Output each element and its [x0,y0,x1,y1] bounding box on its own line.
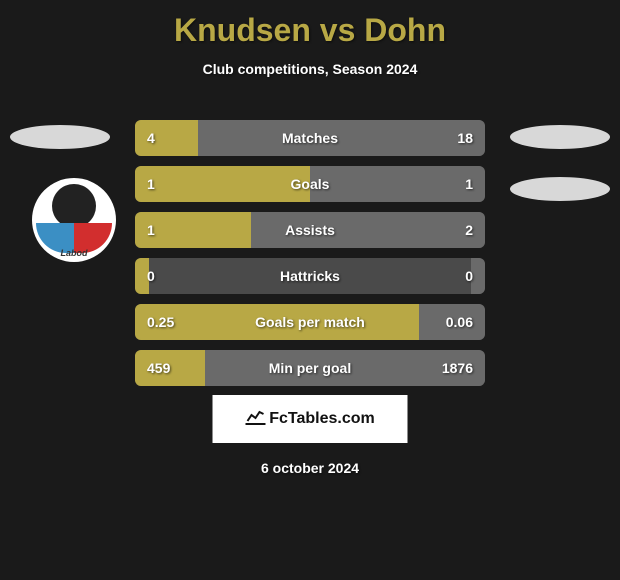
stats-container: 4 Matches 18 1 Goals 1 1 Assists 2 0 Hat… [135,120,485,396]
branding-badge: FcTables.com [213,395,408,443]
soccer-ball-icon [52,184,96,228]
stat-label: Goals [135,176,485,192]
date-text: 6 october 2024 [0,460,620,476]
chart-icon [245,409,265,430]
subtitle: Club competitions, Season 2024 [0,61,620,77]
player-right-placeholder-2 [510,177,610,201]
branding-text: FcTables.com [269,410,375,428]
stat-label: Matches [135,130,485,146]
stat-row-goals-per-match: 0.25 Goals per match 0.06 [135,304,485,340]
stat-value-right: 2 [465,222,473,238]
stat-value-right: 0.06 [446,314,473,330]
club-logo: Labod [32,178,116,262]
stat-row-matches: 4 Matches 18 [135,120,485,156]
logo-text: Labod [32,248,116,258]
stat-row-hattricks: 0 Hattricks 0 [135,258,485,294]
page-title: Knudsen vs Dohn [0,0,620,49]
stat-label: Assists [135,222,485,238]
stat-label: Goals per match [135,314,485,330]
stat-value-right: 1876 [442,360,473,376]
stat-row-assists: 1 Assists 2 [135,212,485,248]
stat-label: Min per goal [135,360,485,376]
stat-value-right: 18 [457,130,473,146]
stat-row-goals: 1 Goals 1 [135,166,485,202]
player-left-placeholder [10,125,110,149]
stat-value-right: 1 [465,176,473,192]
stat-value-right: 0 [465,268,473,284]
stat-label: Hattricks [135,268,485,284]
stat-row-min-per-goal: 459 Min per goal 1876 [135,350,485,386]
club-logo-inner: Labod [32,178,116,262]
player-right-placeholder-1 [510,125,610,149]
